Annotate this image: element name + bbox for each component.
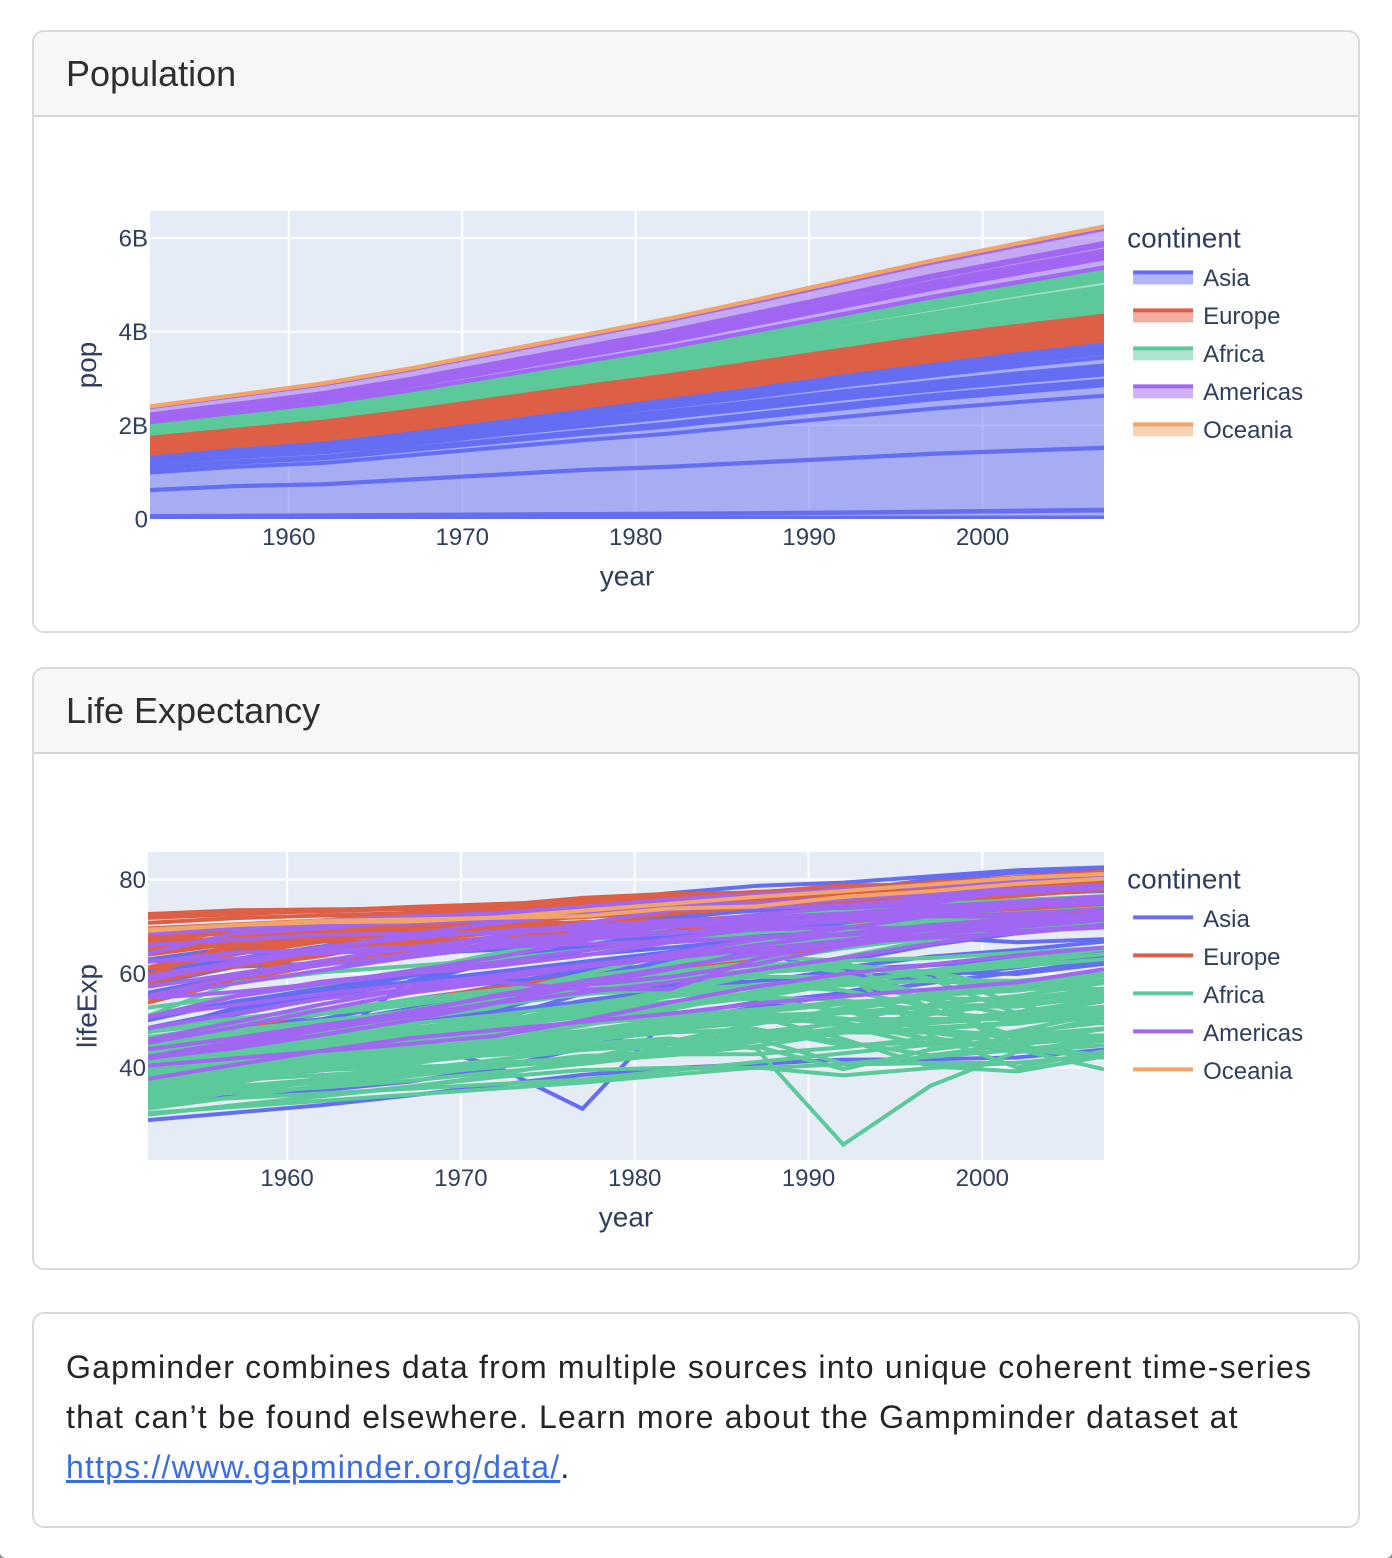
svg-text:year: year xyxy=(600,561,654,592)
svg-text:1980: 1980 xyxy=(608,1165,661,1192)
svg-text:Europe: Europe xyxy=(1203,944,1280,971)
svg-text:Americas: Americas xyxy=(1203,379,1303,406)
svg-text:1990: 1990 xyxy=(782,1165,835,1192)
svg-text:Oceania: Oceania xyxy=(1203,1058,1293,1085)
svg-text:pop: pop xyxy=(71,342,102,389)
svg-text:year: year xyxy=(599,1202,653,1233)
svg-text:0: 0 xyxy=(135,506,148,533)
svg-text:lifeExp: lifeExp xyxy=(71,964,102,1048)
svg-text:Americas: Americas xyxy=(1203,1020,1303,1047)
svg-text:80: 80 xyxy=(119,867,146,894)
svg-text:1960: 1960 xyxy=(262,524,315,551)
svg-text:continent: continent xyxy=(1127,222,1241,253)
svg-text:1960: 1960 xyxy=(260,1165,313,1192)
svg-text:Europe: Europe xyxy=(1203,303,1280,330)
svg-text:Africa: Africa xyxy=(1203,982,1265,1009)
svg-text:Asia: Asia xyxy=(1203,906,1250,933)
svg-text:2B: 2B xyxy=(119,413,148,440)
svg-text:40: 40 xyxy=(119,1055,146,1082)
svg-text:continent: continent xyxy=(1127,863,1241,894)
svg-text:1970: 1970 xyxy=(434,1165,487,1192)
svg-text:4B: 4B xyxy=(119,319,148,346)
svg-text:Oceania: Oceania xyxy=(1203,417,1293,444)
svg-text:2000: 2000 xyxy=(956,1165,1009,1192)
svg-text:60: 60 xyxy=(119,961,146,988)
svg-text:1970: 1970 xyxy=(436,524,489,551)
svg-text:6B: 6B xyxy=(119,226,148,253)
svg-text:1990: 1990 xyxy=(782,524,835,551)
svg-text:1980: 1980 xyxy=(609,524,662,551)
svg-text:Africa: Africa xyxy=(1203,341,1265,368)
svg-text:2000: 2000 xyxy=(956,524,1009,551)
svg-text:Asia: Asia xyxy=(1203,265,1250,292)
